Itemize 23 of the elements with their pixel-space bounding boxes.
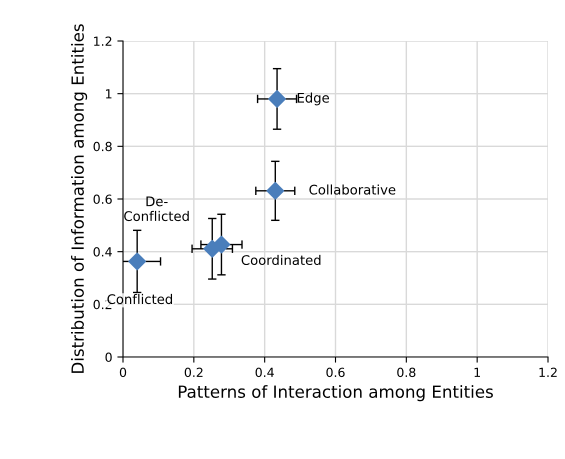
y-axis-title: Distribution of Information among Entities [71, 24, 88, 373]
point [268, 90, 286, 108]
annotation: De- Conflicted [124, 196, 189, 222]
point [128, 252, 146, 270]
annotation: Coordinated [242, 254, 320, 266]
annotation: Collaborative [309, 184, 396, 195]
y-tick-label: 0 [105, 352, 112, 362]
x-tick-label: 0.4 [256, 368, 274, 378]
y-tick-label: 1.2 [94, 36, 112, 46]
x-axis-title: Patterns of Interaction among Entities [178, 385, 493, 402]
y-tick-label: 0.6 [94, 194, 112, 204]
x-tick-label: 0.2 [184, 368, 203, 378]
x-tick-label: 0.8 [397, 368, 416, 378]
point [266, 182, 284, 200]
y-tick-label: 0.8 [94, 142, 112, 152]
y-tick-label: 1 [106, 89, 112, 98]
annotation: Edge [298, 92, 330, 106]
x-tick-label: 0 [120, 368, 126, 378]
point [212, 236, 230, 254]
y-tick-label: 0.4 [94, 247, 112, 257]
x-tick-label: 1 [474, 368, 480, 377]
x-tick-label: 1.2 [539, 368, 557, 377]
x-tick-label: 0.6 [326, 368, 345, 378]
